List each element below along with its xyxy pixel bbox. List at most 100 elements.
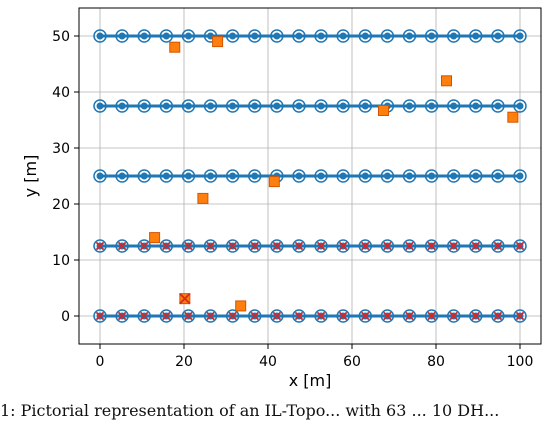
node-marker-crossed [358, 309, 373, 323]
node-marker [225, 99, 240, 113]
node-marker [491, 169, 505, 183]
node-marker-crossed [203, 239, 218, 253]
node-marker [402, 169, 417, 183]
node-marker-crossed [247, 239, 262, 253]
node-marker [159, 169, 174, 183]
node-marker [402, 29, 417, 43]
node-marker-crossed [181, 239, 196, 253]
node-marker-crossed [402, 239, 417, 253]
node-marker [491, 99, 505, 113]
node-marker-crossed [115, 309, 129, 323]
node-marker [137, 99, 151, 113]
node-marker [513, 169, 527, 183]
node-marker [446, 99, 461, 113]
square-marker [197, 192, 209, 204]
node-marker-crossed [491, 239, 505, 253]
node-marker-crossed [159, 309, 174, 323]
node-marker-crossed [225, 309, 240, 323]
node-marker-crossed [358, 239, 373, 253]
node-marker [203, 99, 218, 113]
node-marker [469, 29, 483, 43]
node-marker [336, 99, 350, 113]
node-marker-crossed [181, 309, 196, 323]
line-series [100, 34, 520, 318]
node-marker [446, 29, 461, 43]
node-marker [446, 169, 461, 183]
node-marker [424, 169, 439, 183]
plot-frame [78, 7, 542, 345]
node-marker [358, 169, 373, 183]
node-marker-crossed [137, 309, 151, 323]
node-marker-crossed [115, 239, 129, 253]
node-marker [513, 99, 527, 113]
y-tick-label: 50 [52, 29, 70, 45]
node-marker [247, 99, 262, 113]
square-marker [212, 36, 224, 48]
node-marker-crossed [93, 239, 107, 253]
scatter-chart: 0 20 40 60 80 100 0 10 20 30 40 50 x [m] y [m] [21, 7, 542, 390]
node-marker [247, 169, 262, 183]
node-marker [247, 29, 262, 43]
node-marker-crossed [203, 309, 218, 323]
node-marker [181, 99, 196, 113]
node-marker [225, 29, 240, 43]
node-marker-crossed [270, 239, 284, 253]
node-marker [336, 169, 350, 183]
node-marker [424, 29, 439, 43]
node-marker [270, 29, 284, 43]
y-axis-label: y [m] [21, 155, 40, 198]
square-marker [507, 111, 519, 123]
node-marker-crossed [380, 239, 395, 253]
node-marker-crossed [424, 239, 439, 253]
node-marker [314, 169, 328, 183]
node-marker [314, 99, 328, 113]
node-marker [270, 99, 284, 113]
node-marker-crossed [336, 309, 350, 323]
node-marker-crossed [336, 239, 350, 253]
x-tick-label: 60 [343, 354, 361, 370]
node-marker [380, 169, 395, 183]
node-marker-crossed [292, 309, 306, 323]
y-tick-label: 40 [52, 85, 70, 101]
node-marker-crossed [513, 239, 527, 253]
x-tick-label: 40 [259, 354, 277, 370]
square-marker [268, 176, 280, 188]
x-axis-label: x [m] [289, 371, 332, 390]
node-marker-crossed [314, 239, 328, 253]
square-marker [169, 41, 181, 53]
node-marker [336, 29, 350, 43]
y-tick-label: 20 [52, 197, 70, 213]
y-tick-label: 0 [61, 309, 70, 325]
node-marker [93, 99, 107, 113]
node-marker [358, 29, 373, 43]
square-marker [235, 300, 247, 312]
node-marker-crossed [292, 239, 306, 253]
node-marker [292, 29, 306, 43]
node-marker-crossed [270, 309, 284, 323]
x-tick-label: 80 [427, 354, 445, 370]
square-markers [149, 36, 519, 312]
node-marker [181, 29, 196, 43]
node-marker-crossed [93, 309, 107, 323]
node-marker [424, 99, 439, 113]
node-marker-crossed [491, 309, 505, 323]
node-marker-crossed [424, 309, 439, 323]
node-marker [358, 99, 373, 113]
square-marker [378, 104, 389, 116]
node-marker [491, 29, 505, 43]
node-marker-crossed [247, 309, 262, 323]
node-marker-crossed [314, 309, 328, 323]
y-tick-label: 10 [52, 253, 70, 269]
node-marker-crossed [402, 309, 417, 323]
node-marker [314, 29, 328, 43]
node-marker [402, 99, 417, 113]
node-marker [137, 169, 151, 183]
x-tick-label: 0 [96, 354, 105, 370]
node-marker [225, 169, 240, 183]
node-marker [513, 29, 527, 43]
node-marker-crossed [137, 239, 151, 253]
square-marker [149, 232, 161, 244]
node-marker [93, 169, 107, 183]
axis-ticks: 0 20 40 60 80 100 0 10 20 30 40 50 [52, 29, 533, 370]
node-marker-crossed [159, 239, 174, 253]
